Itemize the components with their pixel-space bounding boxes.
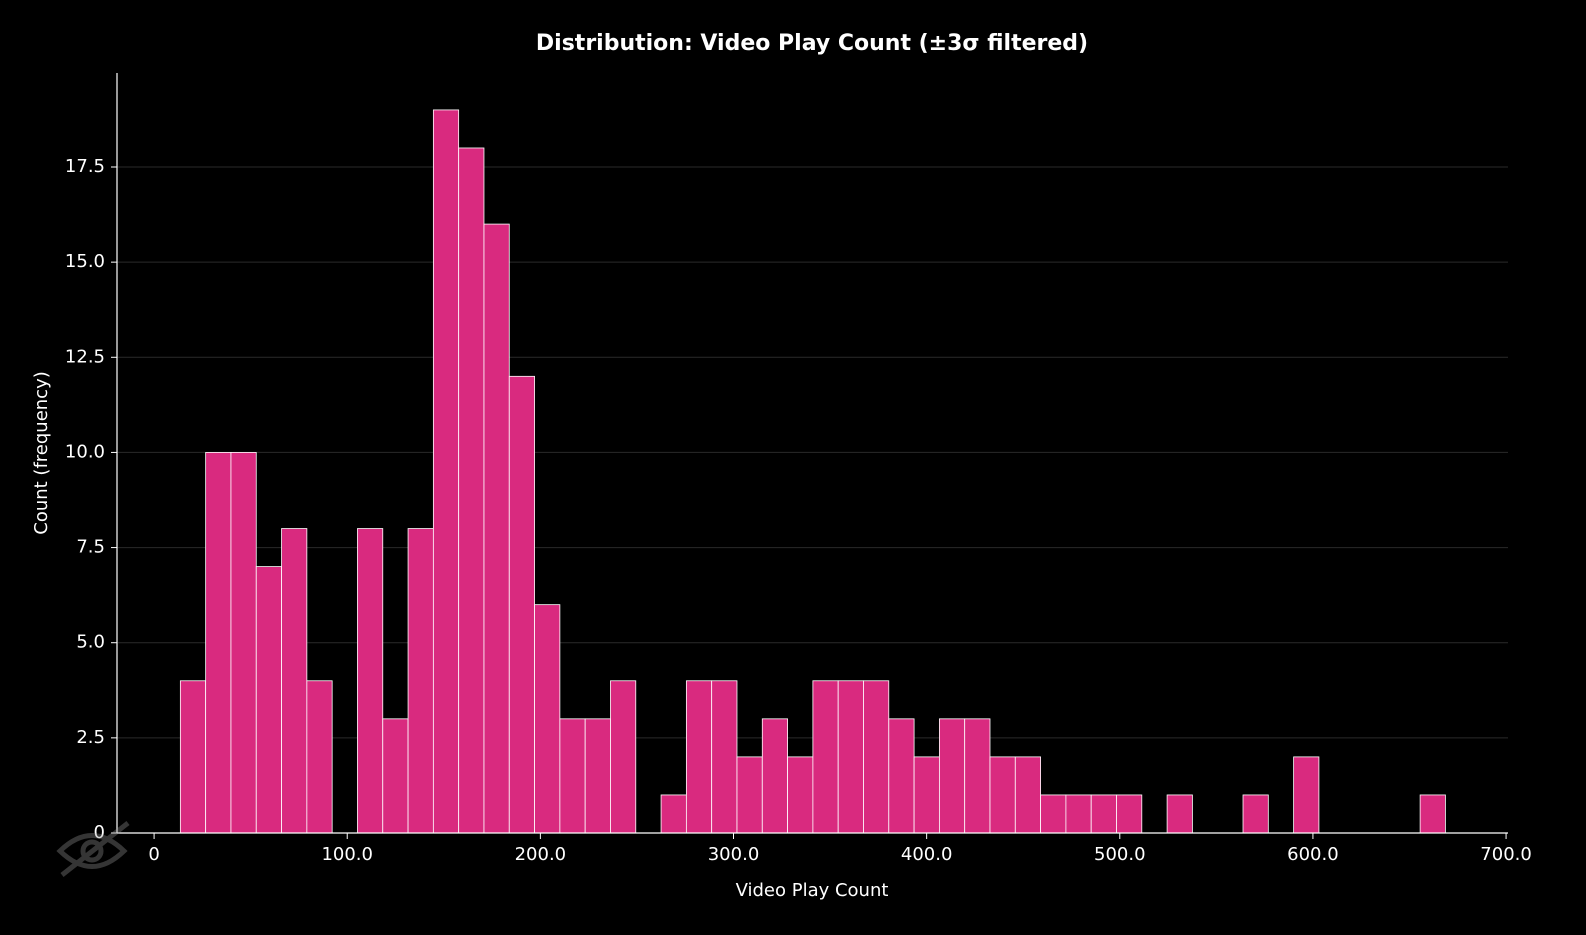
bar — [1090, 794, 1117, 834]
bar — [964, 718, 991, 834]
bar — [837, 680, 864, 834]
bar — [863, 680, 890, 834]
y-tick-label: 10.0 — [65, 441, 105, 462]
bar — [1040, 794, 1067, 834]
bar — [812, 680, 839, 834]
bar — [1242, 794, 1269, 834]
x-axis-label: Video Play Count — [736, 880, 889, 901]
chart-title: Distribution: Video Play Count (±3σ filt… — [536, 31, 1088, 56]
x-tick-label: 300.0 — [708, 844, 760, 865]
bar — [736, 756, 763, 834]
bar — [508, 375, 535, 834]
bar — [458, 147, 485, 834]
bar — [584, 718, 611, 834]
bar — [407, 528, 434, 834]
bar — [711, 680, 738, 834]
bar — [1166, 794, 1193, 834]
y-tick-label: 12.5 — [65, 346, 105, 367]
bar — [989, 756, 1016, 834]
bar — [761, 718, 788, 834]
bar — [432, 109, 460, 834]
bar — [255, 566, 282, 834]
bar — [483, 223, 510, 834]
bar — [230, 452, 257, 834]
y-axis-label: Count (frequency) — [31, 371, 52, 535]
y-tick-label: 2.5 — [76, 727, 105, 748]
bar — [1014, 756, 1041, 834]
bar — [1293, 756, 1320, 834]
watermark-icon — [56, 821, 130, 877]
bar — [534, 604, 561, 834]
bar — [913, 756, 940, 834]
bar — [1419, 794, 1446, 834]
x-tick-label: 100.0 — [321, 844, 373, 865]
y-tick-label: 5.0 — [76, 632, 105, 653]
bar — [685, 680, 713, 834]
bar — [382, 718, 409, 834]
bar — [938, 718, 966, 834]
bar — [559, 718, 586, 834]
x-tick-label: 200.0 — [515, 844, 567, 865]
x-tick-label: 0 — [148, 844, 159, 865]
bar — [1065, 794, 1092, 834]
x-tick-label: 600.0 — [1287, 844, 1339, 865]
x-tick-label: 400.0 — [901, 844, 953, 865]
bar — [281, 528, 308, 834]
bar — [787, 756, 814, 834]
y-tick-label: 7.5 — [76, 537, 105, 558]
bar — [610, 680, 637, 834]
bar — [306, 680, 333, 834]
bar — [205, 452, 232, 834]
x-tick-label: 700.0 — [1480, 844, 1532, 865]
y-tick-label: 0 — [94, 822, 105, 843]
y-tick-label: 17.5 — [65, 156, 105, 177]
bar — [888, 718, 915, 834]
bar — [1116, 794, 1143, 834]
bar — [357, 528, 384, 834]
y-tick-label: 15.0 — [65, 251, 105, 272]
plot-area: 0 2.5 5.0 7.5 10.0 12.5 15.0 17.5 0 100.0 200.0 300… — [65, 73, 1532, 865]
bar — [660, 794, 687, 834]
bar — [179, 680, 207, 834]
x-tick-label: 500.0 — [1094, 844, 1146, 865]
